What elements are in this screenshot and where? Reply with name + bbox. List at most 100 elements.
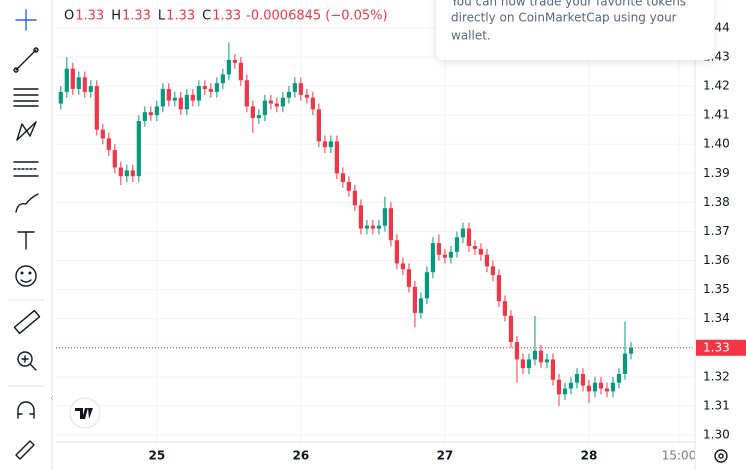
candle-body (178, 97, 183, 110)
candle-body (226, 59, 231, 75)
candle-body (238, 62, 243, 81)
candle-body (250, 106, 255, 119)
candle-body (430, 243, 436, 273)
candle-body (466, 228, 472, 247)
candle-body (526, 359, 532, 369)
legend-value: 1.33 (212, 9, 241, 24)
candle-body (358, 205, 364, 229)
legend-value: 1.33 (122, 9, 151, 24)
y-tick-label: 1.34 (703, 311, 730, 325)
candle-body (484, 254, 490, 267)
candle-body (376, 225, 382, 229)
candle-body (160, 88, 165, 107)
candle-body (610, 382, 616, 392)
legend-key: O (64, 9, 74, 24)
candle-body (370, 225, 376, 229)
legend-key: C (202, 9, 211, 24)
candle-body (220, 74, 225, 84)
projection-tool[interactable] (13, 161, 39, 177)
candle-body (556, 379, 562, 395)
legend-key: H (111, 9, 121, 24)
candle-body (580, 373, 586, 386)
candle-body (406, 269, 412, 287)
candle-body (316, 109, 321, 142)
candle-body (472, 246, 478, 249)
collapse-toggle[interactable]: ‹ (50, 393, 54, 404)
zoom-tool[interactable] (17, 351, 37, 371)
popup-line: wallet. (451, 29, 491, 43)
popup-line: directly on CoinMarketCap using your (451, 11, 677, 25)
candle-body (508, 315, 514, 342)
trend-line-tool[interactable] (13, 47, 39, 73)
y-tick-label: 1.30 (703, 428, 730, 442)
candle-body (214, 83, 219, 92)
fib-tool[interactable] (13, 88, 39, 107)
text-tool[interactable] (17, 231, 35, 250)
candle-body (388, 208, 394, 241)
candle-body (58, 91, 63, 104)
legend-value: 1.33 (75, 9, 104, 24)
popup: You can now trade your favorite tokens d… (436, 0, 714, 60)
pattern-tool[interactable] (16, 121, 37, 141)
candle-body (262, 100, 267, 116)
candle-body (256, 115, 261, 119)
candle-body (286, 91, 291, 98)
candle-body (562, 388, 568, 395)
legend-key: L (158, 9, 166, 24)
candle-body (94, 86, 99, 130)
candle-body (172, 97, 177, 101)
candle-body (340, 173, 346, 183)
y-tick-label: 1.40 (703, 137, 730, 151)
legend-change: -0.0006845 (−0.05%) (246, 9, 387, 24)
ruler-tool[interactable] (13, 309, 41, 335)
candle-body (166, 88, 171, 101)
grid (56, 0, 695, 442)
candle-body (64, 68, 69, 92)
candle-body (592, 382, 598, 392)
candle-body (130, 170, 135, 177)
y-tick-label: 1.37 (703, 224, 730, 238)
candle-body (76, 77, 81, 89)
icon-tool[interactable] (15, 265, 37, 287)
legend-value: 1.33 (166, 9, 195, 24)
candle-body (100, 129, 105, 139)
candle-body (88, 86, 93, 92)
settings-button[interactable] (714, 449, 728, 463)
crosshair-tool[interactable] (15, 9, 37, 31)
candle-body (568, 382, 574, 389)
y-tick-label: 1.39 (703, 166, 730, 180)
candle-body (310, 97, 315, 110)
candle-body (496, 275, 502, 302)
brush-tool[interactable] (15, 193, 39, 213)
candle-body (106, 138, 111, 151)
candle-body (418, 298, 424, 313)
candle-body (280, 97, 285, 107)
axes: 1.30 1.31 1.32 1.34 1.35 1.36 1.37 1.38 1.39 1.40… (148, 20, 746, 463)
magnet-tool[interactable] (17, 401, 35, 419)
candle-body (268, 100, 273, 104)
last-price-box (696, 339, 746, 356)
candle-body (538, 350, 544, 363)
candle-body (322, 141, 327, 148)
y-tick-label: 1.38 (703, 195, 730, 209)
candle-body (604, 388, 610, 392)
candle-body (142, 112, 147, 121)
left-toolbar (8, 0, 53, 470)
candle-body (328, 141, 333, 148)
y-tick-label: 1.31 (703, 398, 730, 412)
candle-body (574, 373, 580, 383)
candle-body (382, 208, 388, 226)
candle-body (244, 80, 249, 107)
y-tick-label: 1.35 (703, 282, 730, 296)
candle-body (448, 251, 454, 258)
candle-body (82, 77, 87, 92)
y-tick-label: 1.36 (703, 253, 730, 267)
candle-body (490, 266, 496, 276)
candle-body (544, 359, 550, 363)
lock-draw-tool[interactable] (15, 440, 35, 460)
candle-body (292, 83, 297, 92)
candle-body (208, 88, 213, 92)
candle-body (628, 347, 634, 354)
ohlc-legend: O 1.33 H 1.33 L 1.33 C 1.33 -0.0006845 (−0.05%) (64, 9, 388, 24)
tv-logo[interactable] (69, 397, 101, 429)
